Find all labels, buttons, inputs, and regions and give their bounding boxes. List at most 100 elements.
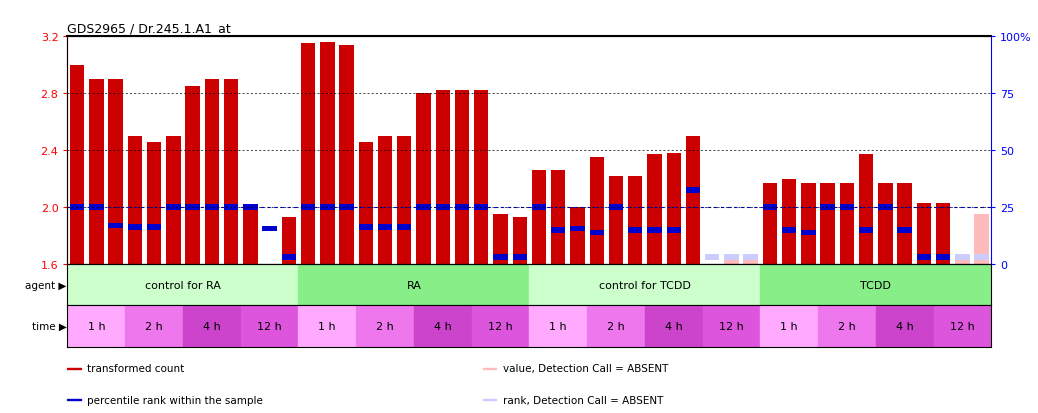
Bar bbox=[760, 306, 818, 347]
Bar bbox=[263, 226, 277, 232]
Bar bbox=[204, 205, 219, 210]
Bar bbox=[628, 228, 643, 233]
Bar bbox=[570, 226, 584, 232]
Bar bbox=[299, 306, 356, 347]
Bar bbox=[725, 260, 739, 264]
Bar bbox=[320, 205, 334, 210]
Bar bbox=[299, 264, 529, 306]
Bar bbox=[686, 137, 701, 264]
Bar bbox=[648, 228, 661, 233]
Bar bbox=[301, 205, 316, 210]
Bar bbox=[398, 137, 411, 264]
Bar bbox=[416, 205, 431, 210]
Bar bbox=[378, 225, 392, 230]
Bar bbox=[474, 91, 489, 264]
Bar bbox=[320, 43, 334, 264]
Bar bbox=[224, 80, 239, 264]
Bar bbox=[725, 254, 739, 260]
Bar bbox=[936, 254, 951, 260]
Bar bbox=[763, 205, 777, 210]
Bar bbox=[416, 94, 431, 264]
Bar bbox=[876, 306, 933, 347]
Bar bbox=[70, 66, 84, 264]
Text: 4 h: 4 h bbox=[203, 321, 221, 331]
Bar bbox=[513, 254, 527, 260]
Text: 1 h: 1 h bbox=[781, 321, 798, 331]
Bar bbox=[743, 254, 758, 260]
Bar bbox=[474, 205, 489, 210]
Bar bbox=[146, 225, 161, 230]
Bar bbox=[878, 183, 893, 264]
Bar bbox=[666, 154, 681, 264]
Bar bbox=[89, 80, 104, 264]
Text: 12 h: 12 h bbox=[488, 321, 513, 331]
Bar bbox=[356, 306, 414, 347]
Bar bbox=[378, 137, 392, 264]
Bar bbox=[436, 91, 450, 264]
Bar bbox=[645, 306, 703, 347]
Bar bbox=[608, 205, 623, 210]
Bar bbox=[975, 215, 989, 264]
Bar bbox=[493, 215, 508, 264]
Text: 2 h: 2 h bbox=[838, 321, 855, 331]
Bar bbox=[955, 254, 969, 260]
Text: control for RA: control for RA bbox=[145, 280, 221, 290]
Bar bbox=[529, 264, 760, 306]
Text: agent ▶: agent ▶ bbox=[25, 280, 66, 290]
Bar bbox=[531, 171, 546, 264]
Bar bbox=[933, 306, 991, 347]
Bar bbox=[70, 205, 84, 210]
Bar bbox=[204, 80, 219, 264]
Bar bbox=[820, 183, 835, 264]
Bar bbox=[763, 183, 777, 264]
Bar bbox=[358, 142, 373, 264]
Bar bbox=[975, 254, 989, 260]
Text: 4 h: 4 h bbox=[665, 321, 683, 331]
Bar bbox=[513, 218, 527, 264]
Bar bbox=[243, 205, 257, 210]
Bar bbox=[224, 205, 239, 210]
Bar bbox=[146, 142, 161, 264]
Text: RA: RA bbox=[407, 280, 421, 290]
Text: 12 h: 12 h bbox=[719, 321, 744, 331]
Bar bbox=[590, 230, 604, 236]
Bar bbox=[878, 205, 893, 210]
Bar bbox=[186, 87, 199, 264]
Bar bbox=[493, 254, 508, 260]
Text: transformed count: transformed count bbox=[87, 363, 185, 374]
Bar bbox=[703, 306, 760, 347]
Bar bbox=[281, 254, 296, 260]
Bar bbox=[471, 306, 529, 347]
Bar bbox=[917, 203, 931, 264]
Text: 12 h: 12 h bbox=[257, 321, 282, 331]
Bar bbox=[588, 306, 645, 347]
Bar bbox=[67, 399, 81, 400]
Bar bbox=[436, 205, 450, 210]
Bar bbox=[183, 306, 241, 347]
Bar bbox=[67, 368, 81, 369]
Bar bbox=[398, 225, 411, 230]
Bar bbox=[898, 228, 912, 233]
Text: control for TCDD: control for TCDD bbox=[599, 280, 691, 290]
Bar bbox=[608, 176, 623, 264]
Bar bbox=[840, 183, 854, 264]
Text: TCDD: TCDD bbox=[861, 280, 892, 290]
Bar bbox=[782, 228, 796, 233]
Text: GDS2965 / Dr.245.1.A1_at: GDS2965 / Dr.245.1.A1_at bbox=[67, 21, 231, 35]
Text: time ▶: time ▶ bbox=[31, 321, 66, 331]
Bar bbox=[955, 260, 969, 264]
Bar bbox=[128, 225, 142, 230]
Bar bbox=[859, 228, 873, 233]
Bar bbox=[628, 176, 643, 264]
Bar bbox=[782, 179, 796, 264]
Bar bbox=[840, 205, 854, 210]
Text: 2 h: 2 h bbox=[145, 321, 163, 331]
Text: 2 h: 2 h bbox=[607, 321, 625, 331]
Bar bbox=[358, 225, 373, 230]
Text: 1 h: 1 h bbox=[549, 321, 567, 331]
Bar bbox=[551, 228, 566, 233]
Bar bbox=[648, 155, 661, 264]
Bar bbox=[67, 306, 126, 347]
Text: 4 h: 4 h bbox=[896, 321, 913, 331]
Bar bbox=[166, 137, 181, 264]
